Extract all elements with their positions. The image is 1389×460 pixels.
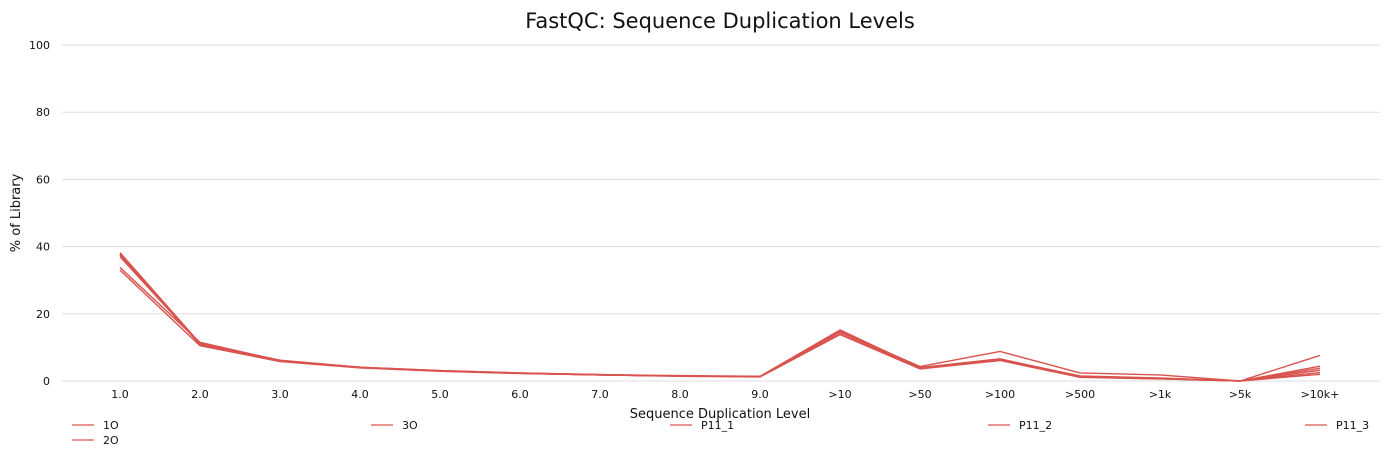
y-tick-labels: 0 20 40 60 80 100 [29, 39, 50, 388]
legend-label: 1O [103, 419, 119, 432]
x-axis-label: Sequence Duplication Level [630, 407, 810, 422]
x-tick-label: 5.0 [431, 388, 449, 401]
y-axis-label: % of Library [9, 173, 24, 252]
x-tick-label: 8.0 [671, 388, 689, 401]
legend-label: P11_2 [1019, 419, 1052, 432]
series-line [119, 269, 1321, 382]
x-tick-label: 1.0 [111, 388, 129, 401]
y-tick-label: 60 [36, 173, 50, 186]
x-tick-label: 4.0 [351, 388, 369, 401]
x-tick-label: 7.0 [591, 388, 609, 401]
x-tick-label: 6.0 [511, 388, 529, 401]
x-tick-label: >5k [1229, 388, 1252, 401]
legend-label: 2O [103, 434, 119, 447]
series-lines [119, 252, 1321, 382]
y-tick-label: 0 [43, 375, 50, 388]
legend-label: P11_1 [701, 419, 734, 432]
x-tick-label: >10 [828, 388, 851, 401]
chart-title: FastQC: Sequence Duplication Levels [525, 9, 915, 33]
x-tick-label: >50 [908, 388, 931, 401]
x-tick-label: 9.0 [751, 388, 769, 401]
legend-label: P11_3 [1336, 419, 1369, 432]
x-tick-label: >1k [1149, 388, 1172, 401]
y-tick-label: 80 [36, 106, 50, 119]
series-line [119, 253, 1321, 382]
legend: 1O 2O 3O P11_1 P11_2 P11_3 [72, 419, 1369, 447]
series-line [119, 266, 1321, 382]
y-tick-label: 40 [36, 241, 50, 254]
y-tick-label: 20 [36, 308, 50, 321]
x-tick-label: 2.0 [191, 388, 209, 401]
y-tick-label: 100 [29, 39, 50, 52]
x-tick-labels: 1.0 2.0 3.0 4.0 5.0 6.0 7.0 8.0 9.0 >10 >50 >100 >50… [111, 388, 1339, 401]
legend-label: 3O [402, 419, 418, 432]
x-tick-label: >500 [1065, 388, 1095, 401]
x-tick-label: 3.0 [271, 388, 289, 401]
gridlines [62, 44, 1380, 382]
x-tick-label: >100 [985, 388, 1015, 401]
x-tick-label: >10k+ [1301, 388, 1340, 401]
